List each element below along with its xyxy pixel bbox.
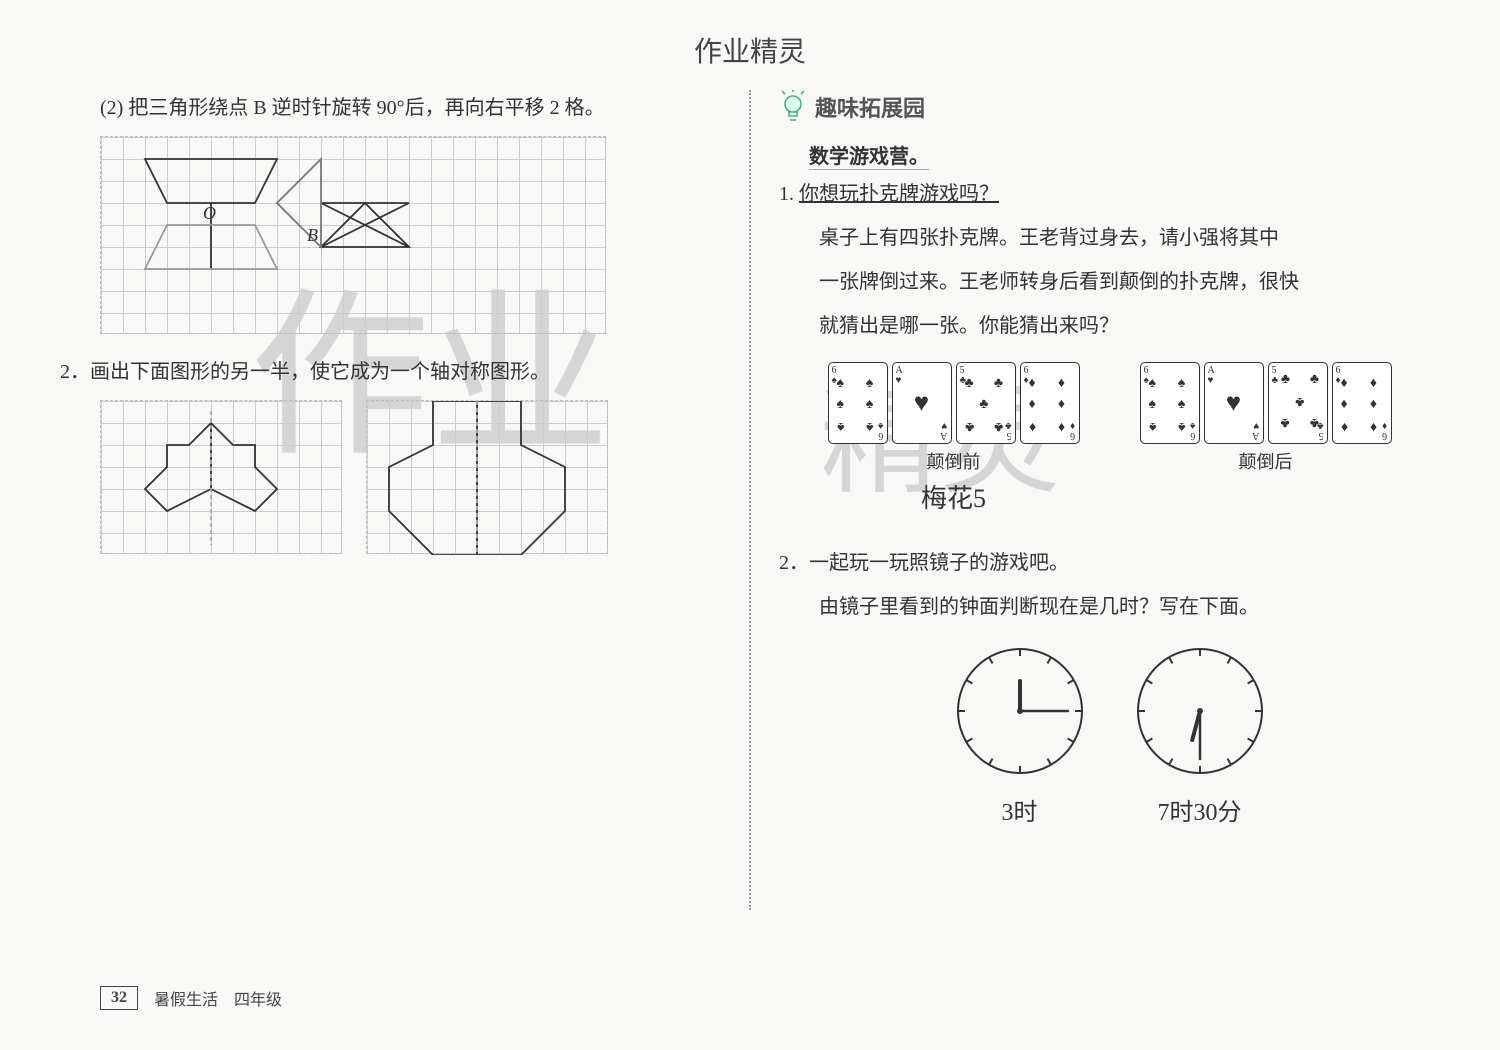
rq1-l4: 就猜出是哪一张。你能猜出来吗？ (779, 308, 1440, 344)
rq2-l1: 2．一起玩一玩照镜子的游戏吧。 (779, 545, 1440, 581)
grid2a-drawing (101, 401, 343, 555)
left-column: (2) 把三角形绕点 B 逆时针旋转 90°后，再向右平移 2 格。 (60, 90, 721, 910)
content-columns: (2) 把三角形绕点 B 逆时针旋转 90°后，再向右平移 2 格。 (60, 90, 1440, 910)
playing-card: A♥A♥♥ (892, 362, 952, 444)
cards-after-group: 6♠6♠♠♠♠♠♠♠A♥A♥♥5♣5♣♣♣♣♣♣6♦6♦♦♦♦♦♦♦ 颠倒后 (1140, 352, 1392, 515)
playing-card: 6♦6♦♦♦♦♦♦♦ (1332, 362, 1392, 444)
grid2a (100, 400, 342, 554)
grid2b (366, 400, 608, 554)
playing-card: 6♠6♠♠♠♠♠♠♠ (1140, 362, 1200, 444)
right-column: 趣味拓展园 数学游戏营。 1. 你想玩扑克牌游戏吗？ 桌子上有四张扑克牌。王老背… (779, 90, 1440, 910)
playing-card: 5♣5♣♣♣♣♣♣ (1268, 362, 1328, 444)
clock1-label: 3时 (950, 792, 1090, 827)
clock2 (1130, 641, 1270, 781)
playing-card: A♥A♥♥ (1204, 362, 1264, 444)
section-header-text: 趣味拓展园 (815, 91, 925, 123)
clocks-row: 3时 7时30分 (779, 641, 1440, 827)
card-groups: 6♠6♠♠♠♠♠♠♠A♥A♥♥5♣5♣♣♣♣♣♣6♦6♦♦♦♦♦♦♦ 颠倒前 梅… (779, 352, 1440, 515)
playing-card: 5♣5♣♣♣♣♣♣ (956, 362, 1016, 444)
rq1-l2: 桌子上有四张扑克牌。王老背过身去，请小强将其中 (779, 220, 1440, 256)
column-divider (749, 90, 751, 910)
card-answer: 梅花5 (828, 478, 1080, 515)
grid2b-drawing (367, 401, 609, 555)
page-title: 作业精灵 (60, 30, 1440, 70)
cards-after-label: 颠倒后 (1140, 448, 1392, 474)
playing-card: 6♦6♦♦♦♦♦♦♦ (1020, 362, 1080, 444)
sub-header: 数学游戏营。 (809, 140, 929, 170)
cards-before-group: 6♠6♠♠♠♠♠♠♠A♥A♥♥5♣5♣♣♣♣♣♣6♦6♦♦♦♦♦♦♦ 颠倒前 梅… (828, 352, 1080, 515)
grid2-wrap (100, 400, 721, 554)
cards-before-row: 6♠6♠♠♠♠♠♠♠A♥A♥♥5♣5♣♣♣♣♣♣6♦6♦♦♦♦♦♦♦ (828, 362, 1080, 444)
q2-text: 2．画出下面图形的另一半，使它成为一个轴对称图形。 (60, 354, 721, 390)
lightbulb-icon (779, 90, 807, 124)
playing-card: 6♠6♠♠♠♠♠♠♠ (828, 362, 888, 444)
clock1 (950, 641, 1090, 781)
page-number: 32 (100, 986, 138, 1010)
grid1-drawing (101, 137, 607, 335)
footer-text: 暑假生活 四年级 (154, 986, 282, 1010)
clock2-label: 7时30分 (1130, 792, 1270, 827)
clock1-wrap: 3时 (950, 641, 1090, 827)
grid1-wrap: O B (100, 136, 721, 334)
clock2-wrap: 7时30分 (1130, 641, 1270, 827)
rq1-l1: 1. 你想玩扑克牌游戏吗？ (779, 176, 1440, 212)
rq2-l2: 由镜子里看到的钟面判断现在是几时？写在下面。 (779, 589, 1440, 625)
point-O-label: O (203, 203, 216, 224)
point-B-label: B (307, 225, 318, 246)
section-header: 趣味拓展园 (779, 90, 1440, 124)
cards-after-row: 6♠6♠♠♠♠♠♠♠A♥A♥♥5♣5♣♣♣♣♣♣6♦6♦♦♦♦♦♦♦ (1140, 362, 1392, 444)
footer: 32 暑假生活 四年级 (100, 986, 282, 1010)
q1-2-text: (2) 把三角形绕点 B 逆时针旋转 90°后，再向右平移 2 格。 (60, 90, 721, 126)
grid1: O B (100, 136, 606, 334)
rq1-l1-span: 1. 你想玩扑克牌游戏吗？ (779, 183, 999, 205)
rq1-l3: 一张牌倒过来。王老师转身后看到颠倒的扑克牌，很快 (779, 264, 1440, 300)
cards-before-label: 颠倒前 (828, 448, 1080, 474)
